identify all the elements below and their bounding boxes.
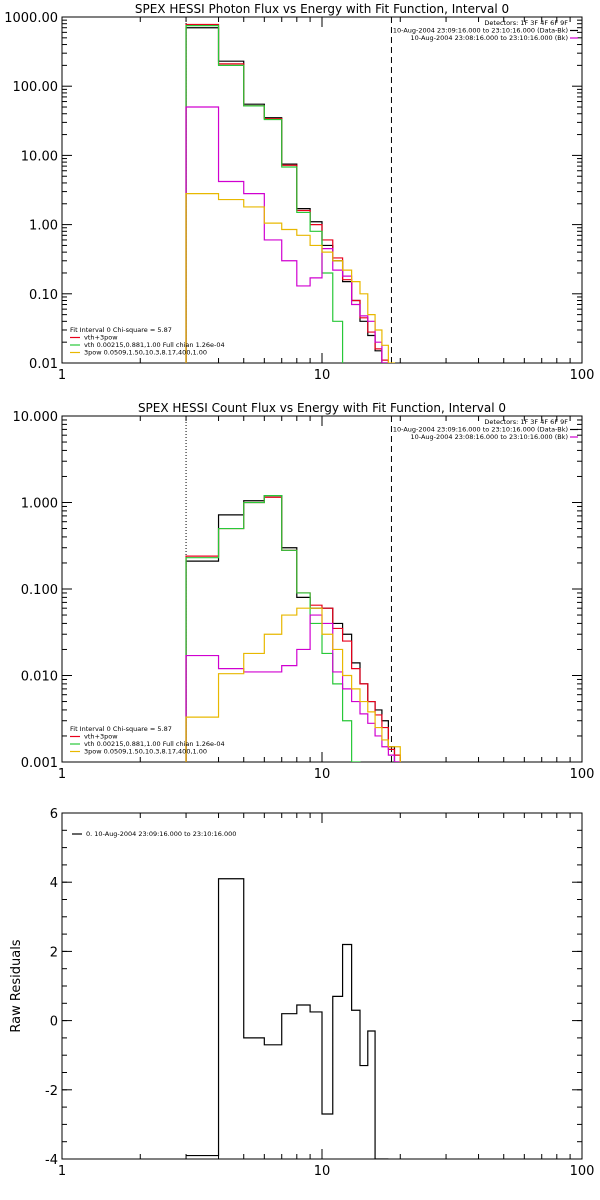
series-3pow: [185, 106, 389, 363]
y-tick-label: -2: [45, 1084, 58, 1099]
fit-legend-label: vth+3pow: [84, 334, 118, 342]
y-tick-label: 0: [50, 1015, 58, 1030]
fit-legend-label: vth 0.00215,0.881,1.00 Full chian 1.26e-…: [84, 341, 225, 349]
y-tick-label: 4: [50, 876, 58, 891]
series-data-bk: [185, 495, 401, 762]
y-tick-label: 10.00: [21, 149, 58, 164]
x-tick-label: 10: [314, 368, 331, 383]
info-line: Detectors: 1F 3F 4F 6F 9F: [484, 19, 568, 27]
fit-legend-label: vth+3pow: [84, 733, 118, 741]
photon-flux-panel: SPEX HESSI Photon Flux vs Energy with Fi…: [4, 2, 595, 383]
fit-summary: Fit Interval 0 Chi-square = 5.87: [70, 725, 172, 733]
info-line: 10-Aug-2004 23:08:16.000 to 23:10:16.000…: [411, 34, 568, 42]
plot-frame: [61, 16, 583, 364]
series-vth: [185, 25, 344, 363]
x-tick-label: 100: [570, 767, 595, 782]
info-line: 10-Aug-2004 23:09:16.000 to 23:10:16.000…: [393, 27, 568, 35]
x-tick-label: 100: [570, 1164, 595, 1179]
fit-summary: Fit Interval 0 Chi-square = 5.87: [70, 326, 172, 334]
chart-title: SPEX HESSI Count Flux vs Energy with Fit…: [138, 401, 506, 415]
y-tick-label: 10.000: [13, 410, 59, 425]
y-tick-label: 0.01: [29, 357, 58, 372]
fit-legend-label: 3pow 0.0509,1.50,10.3,8.17,400,1.00: [84, 349, 207, 357]
info-line: 10-Aug-2004 23:09:16.000 to 23:10:16.000…: [393, 426, 568, 434]
x-tick-label: 10: [314, 1164, 331, 1179]
y-tick-label: 0.001: [21, 756, 58, 771]
residuals-panel: 1 10 100 -4 -2 0 2 4 6 Raw Residuals 0. 10-Aug-200…: [9, 807, 594, 1179]
y-axis-label: Raw Residuals: [9, 939, 24, 1032]
fit-legend-label: 3pow 0.0509,1.50,10.3,8.17,400,1.00: [84, 748, 207, 756]
x-tick-label: 10: [314, 767, 331, 782]
y-tick-label: 2: [50, 945, 58, 960]
x-tick-label: 1: [58, 767, 66, 782]
plot-frame: [61, 415, 583, 763]
y-tick-label: 1000.00: [4, 11, 58, 26]
x-tick-label: 100: [570, 368, 595, 383]
info-line: 10-Aug-2004 23:08:16.000 to 23:10:16.000…: [411, 433, 568, 441]
y-tick-label: 6: [50, 807, 58, 822]
y-tick-label: 1.00: [29, 219, 58, 234]
y-tick-label: 1.000: [21, 497, 58, 512]
series-component: [185, 193, 396, 363]
y-tick-label: 0.010: [21, 670, 58, 685]
y-tick-label: 0.10: [29, 288, 58, 303]
info-line: Detectors: 1F 3F 4F 6F 9F: [484, 418, 568, 426]
legend-label: 0. 10-Aug-2004 23:09:16.000 to 23:10:16.…: [86, 830, 236, 838]
fit-legend-label: vth 0.00215,0.881,1.00 Full chian 1.26e-…: [84, 740, 225, 748]
count-flux-panel: SPEX HESSI Count Flux vs Energy with Fit…: [13, 401, 595, 782]
y-tick-label: 0.100: [21, 583, 58, 598]
y-tick-label: -4: [45, 1153, 58, 1168]
x-tick-label: 1: [58, 1164, 66, 1179]
x-tick-label: 1: [58, 368, 66, 383]
y-tick-label: 100.00: [13, 80, 59, 95]
chart-title: SPEX HESSI Photon Flux vs Energy with Fi…: [135, 2, 509, 16]
series-vth-3pow: [185, 23, 389, 363]
series-0-10-aug-2004-23-09-16-000-to-23-10-16-000: [186, 878, 389, 1159]
series-component: [185, 607, 401, 762]
series-vth: [185, 495, 361, 762]
